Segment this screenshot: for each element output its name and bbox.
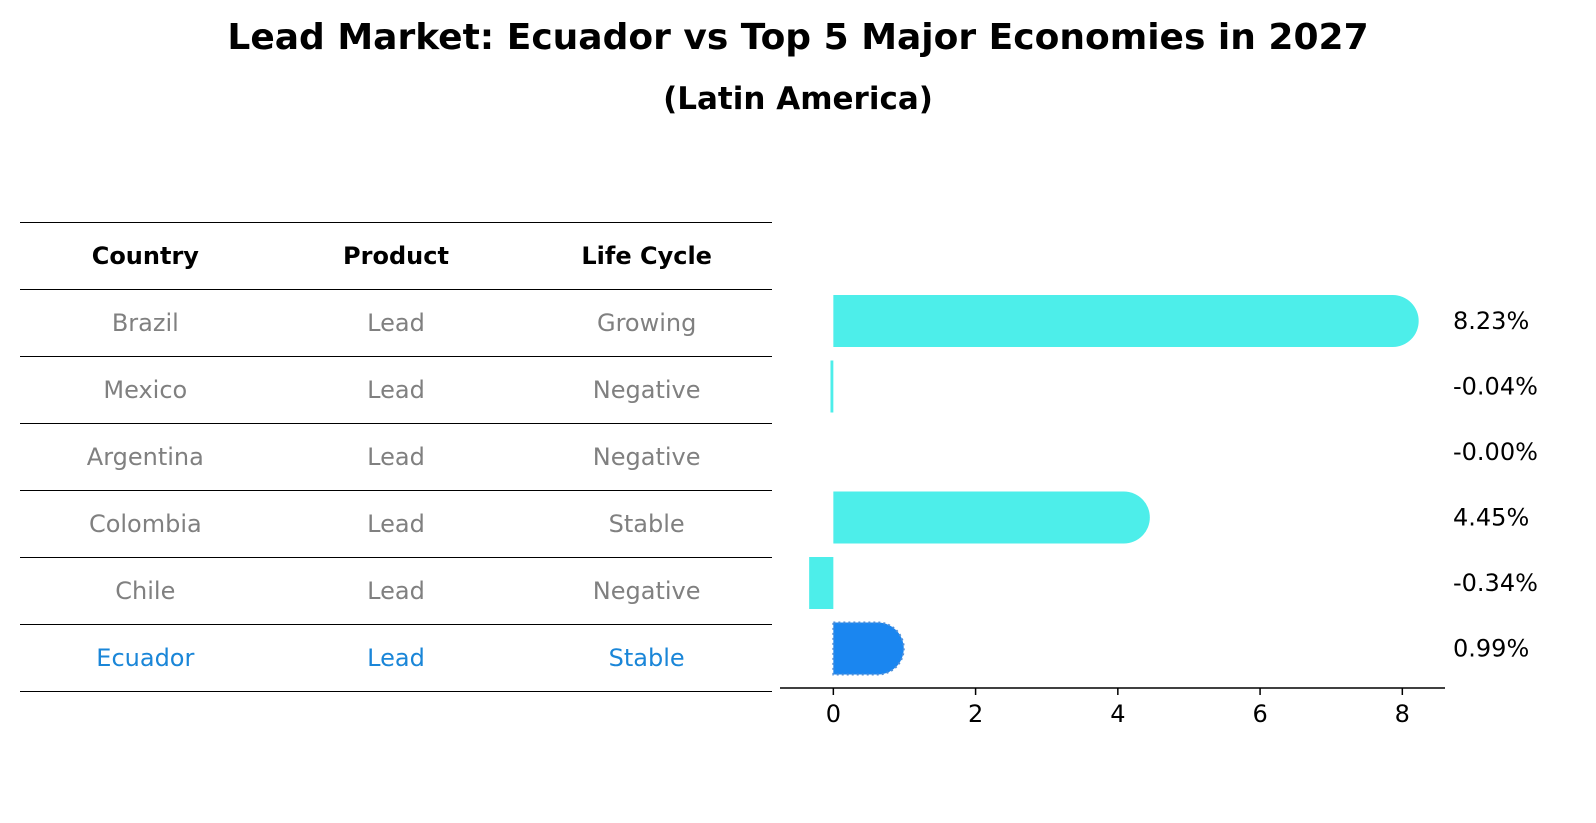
value-label: 0.99%	[1453, 635, 1529, 663]
chart-title: Lead Market: Ecuador vs Top 5 Major Econ…	[227, 17, 1369, 58]
column-header-product: Product	[270, 222, 522, 290]
table-row: Colombia Lead Stable	[20, 490, 772, 558]
table-row: Mexico Lead Negative	[20, 356, 772, 424]
product-cell: Lead	[270, 356, 522, 424]
table-row: Brazil Lead Growing	[20, 289, 772, 357]
x-tick-label: 2	[968, 700, 983, 728]
column-header-country: Country	[20, 222, 271, 290]
bar-chart-svg: 8.23% -0.04% -0.00% 4.45% -0.34% 0.99% 0 2 4 6 8	[778, 295, 1538, 728]
table-header-row: Country Product Life Cycle	[20, 222, 772, 290]
table-row: Argentina Lead Negative	[20, 423, 772, 491]
life-cycle-table: Country Product Life Cycle Brazil Lead G…	[20, 222, 772, 692]
column-header-life-cycle: Life Cycle	[521, 222, 772, 290]
value-label: -0.34%	[1453, 569, 1538, 597]
table-row-highlighted: Ecuador Lead Stable	[20, 624, 772, 692]
bar-mexico	[830, 360, 834, 413]
product-cell: Lead	[270, 289, 522, 357]
value-label: 4.45%	[1453, 504, 1529, 532]
country-cell: Argentina	[20, 423, 271, 491]
life-cycle-cell: Negative	[521, 557, 772, 625]
bar-highlight-outline	[832, 621, 905, 676]
bar-ecuador	[833, 622, 904, 675]
life-cycle-cell: Stable	[521, 624, 772, 692]
bar-chart: 8.23% -0.04% -0.00% 4.45% -0.34% 0.99% 0 2 4 6 8	[778, 222, 1596, 782]
country-cell: Colombia	[20, 490, 271, 558]
life-cycle-cell: Growing	[521, 289, 772, 357]
product-cell: Lead	[270, 624, 522, 692]
x-tick-label: 4	[1110, 700, 1125, 728]
country-cell: Ecuador	[20, 624, 271, 692]
product-cell: Lead	[270, 490, 522, 558]
life-cycle-cell: Stable	[521, 490, 772, 558]
life-cycle-cell: Negative	[521, 423, 772, 491]
x-tick-label: 8	[1395, 700, 1410, 728]
country-cell: Mexico	[20, 356, 271, 424]
value-label: -0.00%	[1453, 438, 1538, 466]
bar-brazil	[833, 295, 1419, 347]
value-label: 8.23%	[1453, 307, 1529, 335]
chart-subtitle: (Latin America)	[663, 81, 933, 117]
x-tick-label: 6	[1252, 700, 1267, 728]
country-cell: Chile	[20, 557, 271, 625]
product-cell: Lead	[270, 423, 522, 491]
country-cell: Brazil	[20, 289, 271, 357]
product-cell: Lead	[270, 557, 522, 625]
value-label: -0.04%	[1453, 373, 1538, 401]
bar-chile	[809, 557, 834, 609]
x-tick-label: 0	[826, 700, 841, 728]
bar-colombia	[833, 491, 1150, 544]
table-row: Chile Lead Negative	[20, 557, 772, 625]
life-cycle-cell: Negative	[521, 356, 772, 424]
